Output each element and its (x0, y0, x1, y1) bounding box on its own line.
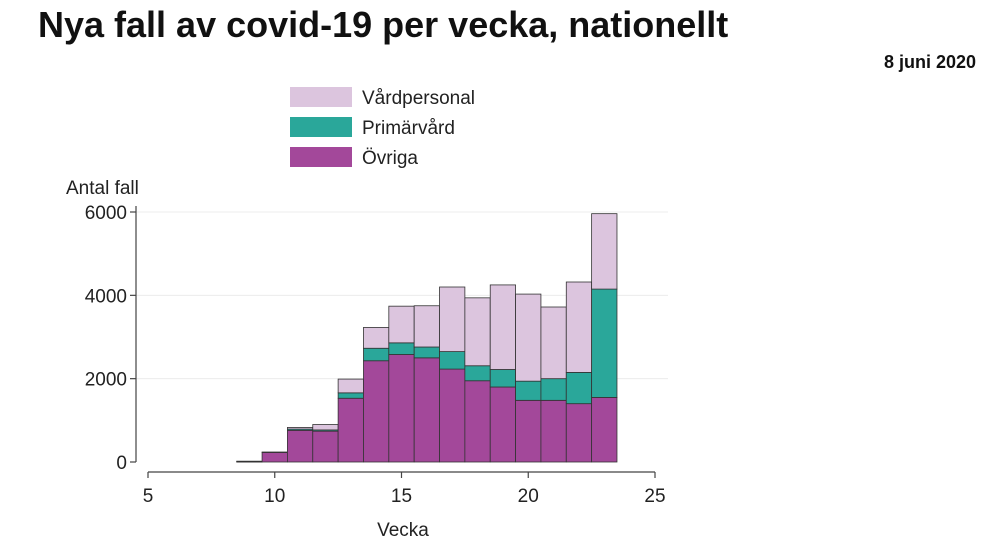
legend-label: Övriga (362, 148, 418, 169)
x-tick-label: 5 (143, 486, 154, 507)
bar-segment (337, 397, 364, 463)
bar-segment (464, 380, 491, 463)
bar-segment (439, 351, 466, 370)
bar-segment (540, 399, 567, 463)
x-tick-label: 15 (391, 486, 412, 507)
date-label: 8 juni 2020 (883, 52, 976, 72)
bar-segment (413, 357, 440, 463)
x-axis-title: Vecka (377, 520, 429, 541)
bar-segment (489, 386, 516, 463)
y-tick-label: 4000 (85, 286, 127, 307)
x-tick-label: 10 (264, 486, 285, 507)
bar-segment (591, 288, 618, 398)
bar-segment (413, 346, 440, 359)
bar-segment (236, 460, 263, 463)
bar-segment (540, 306, 567, 380)
y-tick-label: 0 (116, 453, 127, 474)
bar-segment (287, 429, 314, 463)
legend-swatch (290, 117, 352, 137)
bar-segment (363, 347, 390, 362)
bar-segment (565, 403, 593, 463)
bar-segment (388, 305, 415, 344)
bar-segment (363, 360, 390, 463)
bar-segment (489, 369, 516, 388)
y-tick-label: 6000 (85, 203, 127, 224)
axes: 0 2000 4000 6000 5 10 15 20 25 (85, 203, 666, 507)
legend-label: Primärvård (362, 118, 455, 139)
bar-segment (439, 368, 466, 463)
bar-segment (515, 293, 542, 382)
y-tick-label: 2000 (85, 370, 127, 391)
bar-segment (388, 354, 415, 463)
bar-segment (591, 397, 618, 463)
y-axis-title: Antal fall (66, 178, 139, 199)
bar-segment (439, 286, 466, 352)
bar-segment (261, 452, 288, 463)
bar-segment (337, 378, 364, 394)
legend-swatch (290, 147, 352, 167)
bar-segment (540, 378, 567, 401)
x-tick-label: 20 (518, 486, 539, 507)
bar-segment (287, 427, 314, 430)
legend-swatch (290, 87, 352, 107)
bar-segment (388, 342, 415, 355)
bar-segment (413, 305, 440, 348)
page-title: Nya fall av covid-19 per vecka, nationel… (38, 4, 729, 45)
bar-segment (363, 327, 390, 349)
bar-segment (489, 284, 516, 370)
bar-segment (312, 430, 339, 463)
bar-segment (515, 380, 542, 401)
x-tick-label: 25 (644, 486, 665, 507)
bar-segment (515, 399, 542, 463)
legend-label: Vårdpersonal (362, 88, 475, 109)
bar-segment (261, 451, 288, 453)
bar-segment (591, 213, 618, 290)
bar-segment (464, 297, 491, 367)
bars (236, 213, 618, 463)
legend: Vårdpersonal Primärvård Övriga (290, 87, 475, 169)
bar-segment (312, 424, 339, 431)
bar-segment (464, 365, 491, 382)
bar-segment (565, 281, 593, 373)
bar-segment (337, 392, 364, 399)
bar-segment (565, 372, 593, 405)
